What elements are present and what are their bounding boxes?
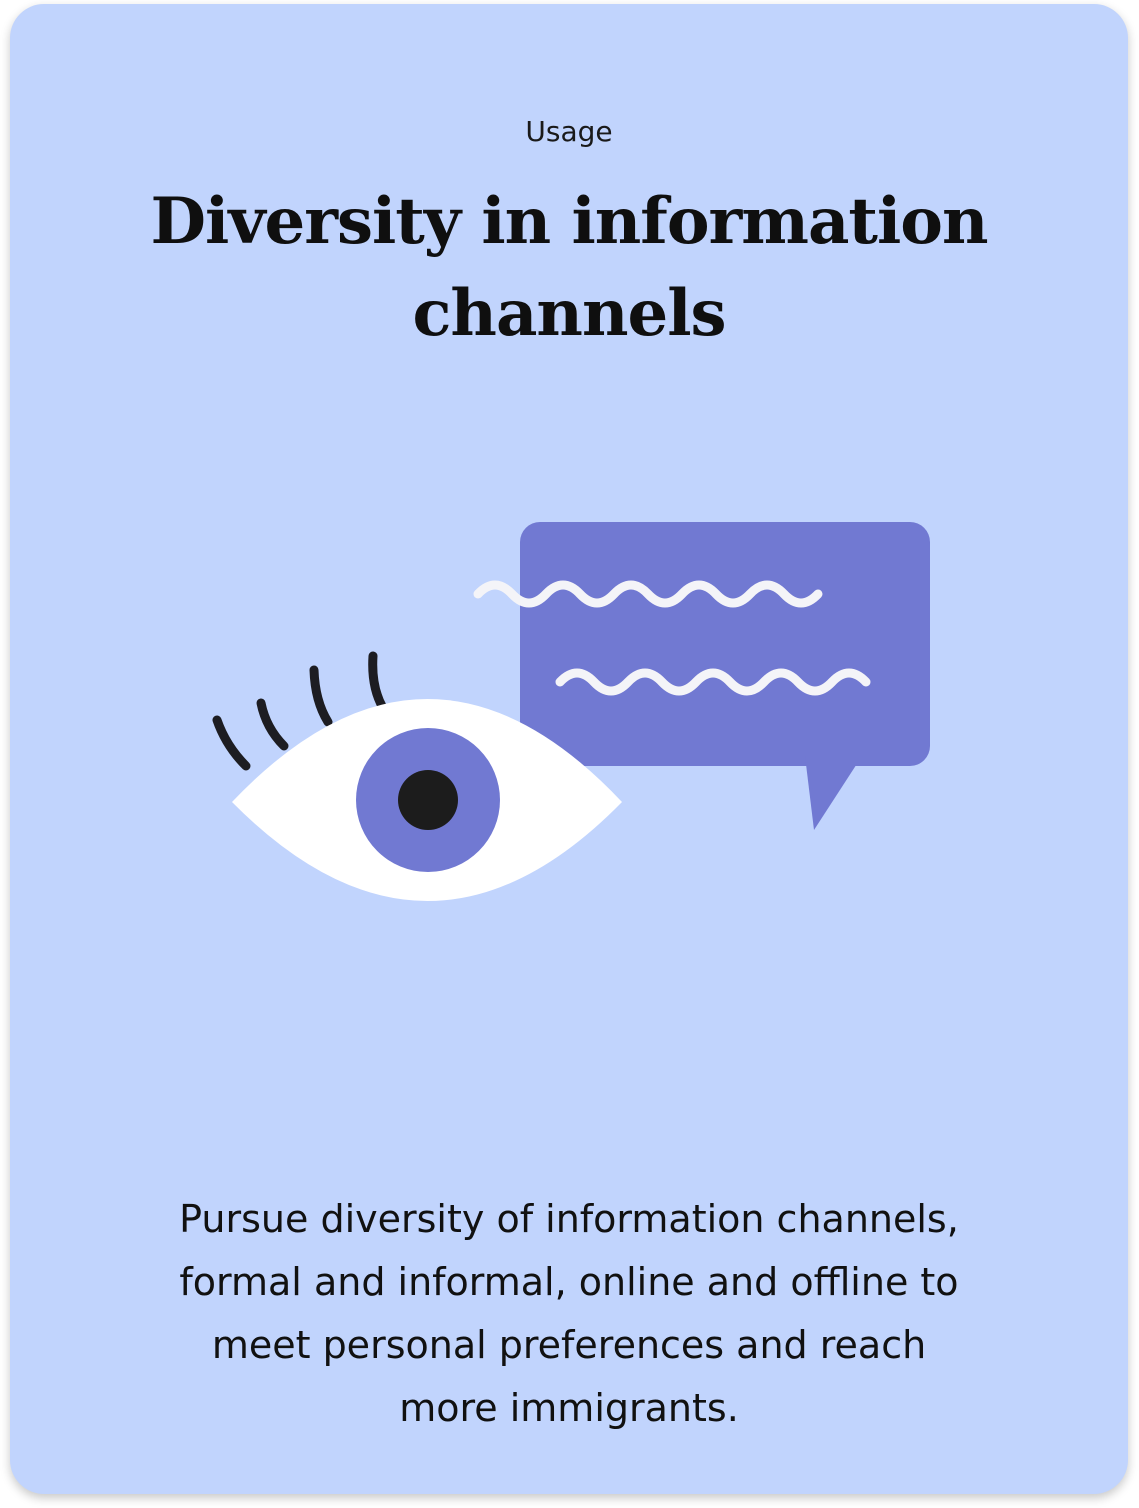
eye-and-speech-illustration xyxy=(212,522,930,901)
wave-line-bottom xyxy=(555,668,871,696)
eyelashes xyxy=(212,651,388,771)
usage-card: Usage Diversity in information channels … xyxy=(10,4,1128,1494)
pupil xyxy=(398,770,458,830)
wave-line-top xyxy=(473,580,823,608)
card-title: Diversity in information channels xyxy=(150,184,989,351)
card-category: Usage xyxy=(525,115,613,148)
eye-icon xyxy=(212,651,622,901)
card-description: Pursue diversity of information channels… xyxy=(179,1197,959,1430)
speech-bubble-icon xyxy=(473,522,930,830)
